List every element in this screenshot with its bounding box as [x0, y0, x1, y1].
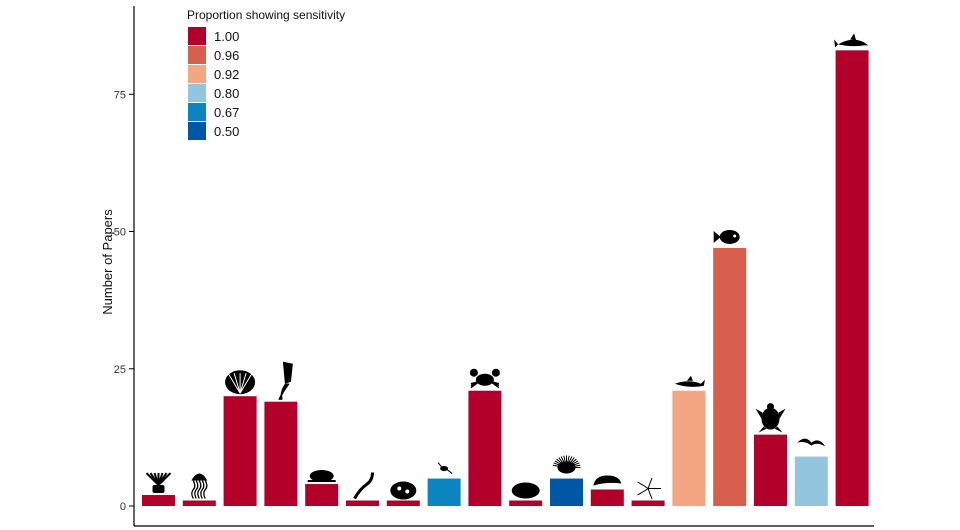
clam-shell-icon [225, 370, 256, 395]
y-tick-label: 25 [114, 364, 126, 376]
coral-icon [390, 481, 417, 500]
bar [223, 396, 257, 506]
legend-swatch [188, 27, 206, 45]
bar [427, 478, 461, 506]
y-tick-label: 0 [120, 501, 126, 513]
legend-swatch [188, 103, 206, 121]
y-ticks: 0 25 50 75 [114, 89, 134, 513]
legend-swatch [188, 122, 206, 140]
bar [142, 495, 175, 506]
crab-icon [469, 368, 500, 389]
bar [346, 500, 379, 506]
legend-entry-label: 1.00 [214, 29, 239, 44]
legend-entry-label: 0.67 [214, 105, 239, 120]
sea-anemone-icon [145, 472, 172, 494]
legend: Proportion showing sensitivity 1.00 0.96 0… [187, 8, 345, 140]
bar [713, 247, 747, 506]
y-tick-label: 50 [114, 227, 126, 239]
bar [386, 500, 420, 506]
dolphin-icon [834, 33, 869, 48]
legend-entry-label: 0.92 [214, 67, 239, 82]
bar [264, 401, 298, 506]
bar [590, 489, 624, 506]
bar [835, 50, 869, 507]
legend-swatch [188, 84, 206, 102]
legend-entry-label: 0.80 [214, 86, 239, 101]
fish-icon [713, 229, 740, 244]
y-tick-label: 75 [114, 89, 126, 101]
bar [182, 500, 216, 506]
sea-cucumber-icon [593, 475, 622, 486]
sponge-icon [511, 482, 540, 499]
shark-icon [674, 375, 705, 387]
legend-title: Proportion showing sensitivity [187, 8, 345, 22]
worm-icon [353, 472, 374, 500]
jellyfish-icon [191, 473, 208, 499]
bar [468, 390, 502, 506]
bar [672, 390, 706, 506]
bar [509, 500, 543, 506]
legend-entry-label: 0.50 [214, 124, 239, 139]
squid-icon [278, 361, 293, 401]
bar [631, 500, 665, 506]
seabird-icon [797, 438, 826, 447]
legend-swatch [188, 65, 206, 83]
y-axis-title: Number of Papers [100, 209, 115, 315]
snail-icon [307, 470, 336, 483]
bars [142, 50, 869, 507]
axes: Number of Papers [100, 6, 874, 527]
legend-swatch [188, 46, 206, 64]
bar [794, 456, 828, 506]
bar [754, 434, 787, 506]
legend-entry-label: 0.96 [214, 48, 239, 63]
bar [550, 478, 583, 506]
sea-urchin-icon [552, 455, 581, 474]
bar [305, 484, 339, 506]
brittle-star-icon [637, 477, 662, 500]
organism-icons [145, 33, 869, 500]
copepod-icon [437, 462, 453, 474]
sea-turtle-icon [755, 403, 786, 433]
